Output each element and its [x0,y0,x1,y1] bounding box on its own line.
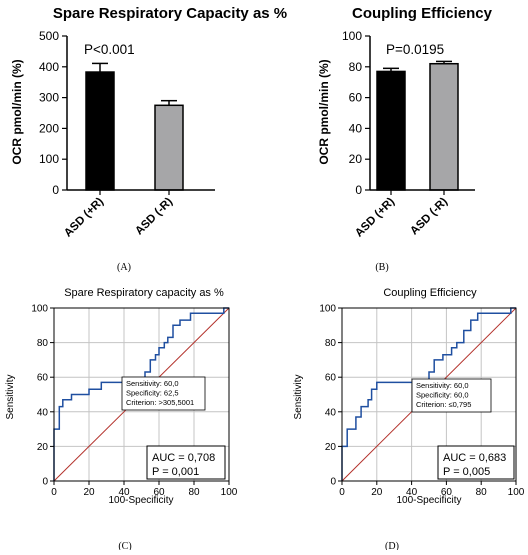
panel-label-a: (A) [117,262,131,273]
criterion-box-frame [411,378,492,413]
x-tick-label: 60 [153,487,165,498]
criterion-box-text: Sensitivity: 60,0 [126,379,179,388]
criterion-box-text: Specificity: 60,0 [416,391,469,400]
y-tick-label: 80 [349,60,363,74]
chart-a-bars [85,71,184,191]
y-tick-label: 300 [39,91,59,105]
y-tick-label: 0 [52,183,59,197]
plot-frame [341,307,517,482]
y-tick-label: 40 [37,407,49,418]
plot-frame [53,307,230,482]
y-tick-label: 20 [349,152,363,166]
y-tick-label: 100 [319,304,336,315]
x-tick-label: 20 [83,487,95,498]
chart-d-ylabel: Sensitivity [293,374,304,419]
x-tick-label: 20 [371,487,383,498]
chart-b-title: Coupling Efficiency [352,5,493,22]
roc-chart-spare-capacity: Spare Respiratory capacity as % Sensitiv… [5,287,238,506]
y-tick-label: 40 [349,121,363,135]
roc-curve-line [53,307,229,481]
bar [429,62,459,191]
y-tick-label: 0 [330,477,336,488]
chart-c-roc-curve [53,307,229,481]
x-tick-label: 80 [188,487,200,498]
y-tick-label: 80 [325,338,337,349]
y-tick-label: 60 [325,373,337,384]
x-tick-label: 80 [476,487,488,498]
chart-b-axes [369,36,475,195]
y-tick-label: 100 [31,304,48,315]
chart-d-auc-box: AUC = 0,683 P = 0,005 [437,445,515,480]
criterion-box-frame [121,376,206,411]
chart-a-errorbars [92,62,177,106]
y-tick-label: 400 [39,60,59,74]
panel-label-c: (C) [118,541,131,550]
y-tick-label: 200 [39,121,59,135]
chart-a-axes [66,36,215,195]
chart-a-yticks: 0 100 200 300 400 500 [39,29,67,197]
y-tick-label: 40 [325,407,337,418]
criterion-box-text: Specificity: 62,5 [126,389,179,398]
bar [376,70,406,191]
chart-c-ticks: 0 20 40 60 80 100 0 20 40 60 80 100 [31,304,237,499]
chart-c-xlabel: 100-Specificity [108,495,173,506]
chart-c-auc-box: AUC = 0,708 P = 0,001 [146,445,226,480]
roc-curve-line [341,307,516,481]
y-tick-label: 60 [37,373,49,384]
x-tick-label: 60 [441,487,453,498]
y-tick-label: 0 [355,183,362,197]
roc-chart-coupling-efficiency: Coupling Efficiency Sensitivity 100-Spec… [293,287,525,506]
chart-c-title: Spare Respiratory capacity as % [64,287,224,299]
panel-label-b: (B) [375,262,388,273]
chart-d-frame [341,307,517,482]
y-tick-label: 60 [349,91,363,105]
bar [154,104,184,191]
chart-a-annotation: P<0.001 [84,42,135,57]
chart-a-ylabel: OCR pmol/min (%) [10,59,24,164]
chart-b-errorbars [383,60,452,72]
y-tick-label: 20 [325,442,337,453]
x-tick-label: 40 [118,487,130,498]
x-tick-label: 0 [339,487,345,498]
chart-d-ticks: 0 20 40 60 80 100 0 20 40 60 80 100 [319,304,524,499]
x-tick-label: 40 [406,487,418,498]
chart-d-title: Coupling Efficiency [383,287,477,299]
y-tick-label: 100 [342,29,362,43]
auc-box-frame [146,445,226,480]
y-tick-label: 0 [42,477,48,488]
panel-label-d: (D) [385,541,399,550]
auc-box-frame [437,445,515,480]
auc-box-text: P = 0,001 [152,466,199,478]
y-tick-label: 80 [37,338,49,349]
x-tick-label: 100 [221,487,238,498]
x-tick-label: 100 [508,487,525,498]
auc-box-text: P = 0,005 [443,466,490,478]
chart-b-annotation: P=0.0195 [386,42,444,57]
y-tick-label: 500 [39,29,59,43]
chart-b-bars [376,62,459,191]
chart-d-roc-curve [341,307,516,481]
chart-d-xlabel: 100-Specificity [396,495,461,506]
bar [85,71,115,191]
chart-a-title: Spare Respiratory Capacity as % [53,5,287,22]
chart-b-yticks: 0 20 40 60 80 100 [342,29,370,197]
auc-box-text: AUC = 0,683 [443,452,506,464]
y-tick-label: 100 [39,152,59,166]
chart-b-ylabel: OCR pmol/min (%) [317,59,331,164]
criterion-box-text: Criterion: ≤0,795 [416,400,471,409]
chart-c-frame [53,307,230,482]
criterion-box-text: Criterion: >305,5001 [126,398,194,407]
criterion-box-text: Sensitivity: 60,0 [416,381,469,390]
y-tick-label: 20 [37,442,49,453]
chart-c-ylabel: Sensitivity [5,374,16,419]
x-tick-label: 0 [51,487,57,498]
auc-box-text: AUC = 0,708 [152,452,215,464]
